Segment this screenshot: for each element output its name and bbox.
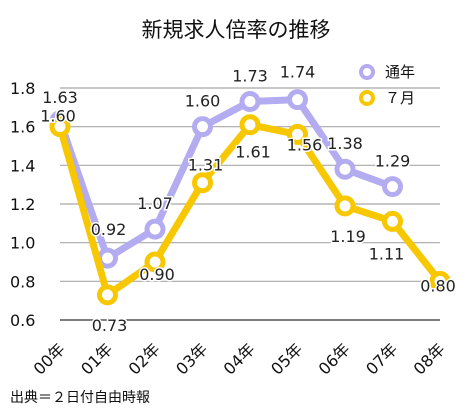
data-label: 1.74 [280, 63, 316, 82]
data-point [287, 123, 308, 145]
data-label: 0.92 [91, 220, 127, 239]
x-tick-label: 06年 [315, 339, 354, 378]
data-label: 1.63 [42, 88, 78, 107]
x-tick-label: 05年 [267, 339, 306, 378]
y-tick-label: 1.2 [10, 195, 35, 214]
legend: 通年 ７月 [359, 63, 415, 107]
chart-title: 新規求人倍率の推移 [142, 18, 331, 42]
data-label: 1.60 [40, 107, 76, 126]
x-tick-label: 01年 [77, 339, 116, 378]
source-note: 出典＝２日付自由時報 [10, 390, 150, 406]
data-point [144, 218, 166, 240]
series-2 [49, 114, 451, 306]
legend-label: ７月 [385, 89, 415, 107]
y-tick-label: 1.8 [10, 79, 35, 98]
y-tick-label: 0.8 [10, 272, 35, 291]
y-tick-label: 0.6 [10, 311, 35, 330]
data-label: 1.61 [235, 143, 271, 162]
data-point [382, 210, 403, 232]
data-label: 0.80 [420, 276, 456, 295]
data-point [429, 270, 451, 292]
data-point [192, 116, 213, 138]
data-point [382, 176, 403, 198]
legend-item: 通年 [359, 63, 415, 81]
x-tick-label: 04年 [220, 339, 259, 378]
data-label: 1.73 [232, 67, 268, 86]
x-axis-ticks: 00年 01年 02年 03年 04年 05年 06年 07年 08年 [30, 339, 449, 378]
y-tick-label: 1.4 [10, 156, 35, 175]
legend-label: 通年 [385, 63, 415, 81]
legend-marker [359, 90, 375, 106]
data-point [334, 158, 356, 180]
x-tick-label: 02年 [125, 339, 164, 378]
data-point [287, 89, 308, 111]
data-label: 1.07 [137, 194, 173, 213]
data-point [239, 114, 261, 136]
legend-item: ７月 [359, 89, 415, 107]
x-tick-label: 00年 [30, 339, 69, 378]
y-tick-label: 1.6 [10, 118, 35, 137]
data-label: 0.90 [139, 265, 175, 284]
series-1 [49, 89, 403, 269]
legend-marker [359, 64, 375, 80]
y-tick-label: 1.0 [10, 234, 35, 253]
data-point [49, 116, 71, 138]
data-label: 1.60 [185, 92, 221, 111]
x-tick-label: 07年 [362, 339, 401, 378]
y-axis-ticks: 0.6 0.8 1.0 1.2 1.4 1.6 1.8 [10, 79, 35, 330]
data-label: 1.29 [375, 152, 411, 171]
data-label: 1.31 [188, 156, 224, 175]
x-tick-label: 03年 [172, 339, 211, 378]
data-label: 1.19 [330, 227, 366, 246]
data-point [97, 284, 118, 306]
data-point [192, 172, 213, 194]
data-label: 0.73 [92, 316, 128, 335]
data-point [144, 251, 166, 273]
data-label: 1.56 [287, 135, 323, 154]
data-point [334, 195, 356, 217]
series-layer [49, 89, 451, 306]
data-labels: 1.63 0.92 1.07 1.60 1.73 1.74 1.38 1.29 1.60 0.73… [39, 61, 458, 336]
data-label: 1.11 [369, 244, 405, 263]
data-point [239, 91, 261, 113]
data-label: 1.38 [327, 134, 363, 153]
x-tick-label: 08年 [410, 339, 449, 378]
